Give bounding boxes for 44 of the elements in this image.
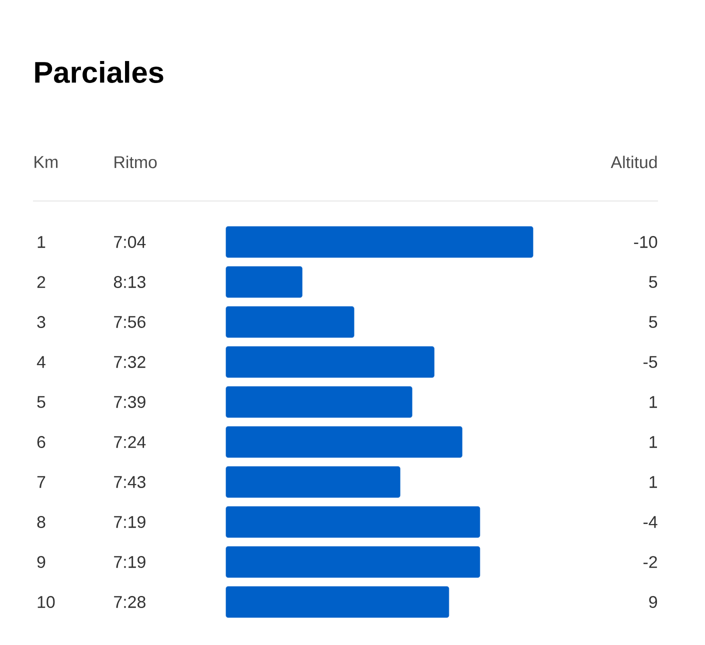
bar [226, 266, 302, 298]
chart-title: Parciales [35, 61, 164, 83]
y-tick-label: 2 [37, 276, 46, 288]
text: 1 [650, 476, 657, 488]
text: Ritmo [114, 156, 157, 168]
text: 1 [650, 396, 657, 408]
y-tick-label: 4 [36, 356, 46, 368]
text: 7:56 [114, 316, 146, 328]
text: 9 [649, 596, 658, 608]
bar [226, 546, 480, 578]
text: -10 [634, 236, 658, 248]
bar [226, 386, 412, 418]
y-tick-label: 1 [38, 236, 46, 248]
text: 7:43 [114, 476, 146, 488]
text: -5 [643, 356, 658, 368]
bar [226, 466, 400, 498]
bar [226, 226, 534, 258]
bar [226, 306, 354, 338]
bar [226, 346, 434, 378]
y-tick-label: 3 [37, 316, 46, 328]
text: 1 [650, 436, 657, 448]
bar [226, 586, 450, 618]
y-tick-label: 5 [37, 396, 46, 408]
text: 8:13 [114, 276, 146, 288]
text: 7:24 [114, 436, 146, 448]
text: 7:39 [114, 396, 146, 408]
text: 7:32 [114, 356, 146, 368]
text: 7:19 [114, 556, 146, 568]
text: Altitud [610, 156, 657, 168]
text: Km [34, 156, 58, 168]
y-tick-label: 7 [37, 476, 46, 488]
y-tick-label: 8 [37, 516, 46, 528]
text: -4 [643, 516, 658, 528]
bar [226, 506, 480, 538]
text: -2 [643, 556, 657, 568]
bar [226, 426, 462, 458]
text: 7:28 [114, 596, 146, 608]
y-tick-label: 6 [37, 436, 46, 448]
text: 5 [649, 316, 658, 328]
text: 5 [649, 276, 658, 288]
text: 7:04 [114, 236, 146, 248]
y-tick-label: 10 [38, 596, 55, 608]
y-tick-label: 9 [37, 556, 46, 568]
text: 7:19 [114, 516, 146, 528]
